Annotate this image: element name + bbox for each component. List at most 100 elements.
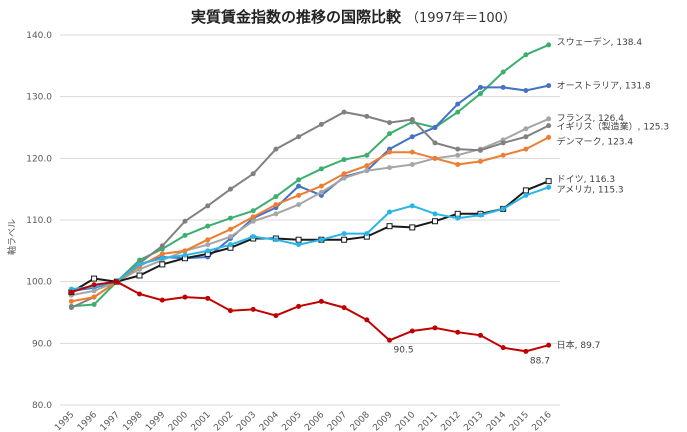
data-point	[250, 218, 256, 224]
data-point	[296, 134, 302, 140]
data-point	[409, 162, 415, 167]
data-point	[387, 149, 393, 155]
data-point	[364, 231, 370, 237]
data-point	[91, 282, 97, 288]
series-end-label: アメリカ, 115.3	[557, 184, 624, 195]
data-point	[182, 232, 188, 238]
data-point	[523, 192, 529, 198]
data-point	[227, 308, 233, 314]
data-point	[477, 91, 483, 97]
series-ドイツ	[68, 178, 552, 296]
data-point	[250, 208, 256, 214]
data-point	[68, 289, 74, 295]
series-end-label: スウェーデン, 138.4	[557, 36, 643, 48]
data-point	[409, 134, 415, 140]
series-フランス	[68, 116, 552, 298]
data-point	[91, 275, 98, 282]
x-axis-ticks: 1995 1996 1997 1998 1999 2000 2001 2002 2003 2004…	[53, 410, 554, 432]
data-point	[477, 212, 483, 218]
data-point	[296, 183, 302, 189]
data-point	[68, 305, 74, 311]
data-point	[341, 236, 348, 243]
x-tick-label: 2000	[167, 410, 190, 432]
series-end-label: イギリス（製造業）, 125.3	[557, 121, 670, 133]
series-line	[70, 180, 549, 294]
data-point	[182, 248, 188, 254]
data-point	[205, 203, 211, 209]
data-point	[455, 109, 461, 115]
data-point	[296, 202, 302, 208]
data-point	[318, 183, 324, 189]
data-point	[477, 158, 483, 164]
data-point	[159, 297, 165, 303]
data-point	[273, 211, 279, 217]
series-end-label: デンマーク, 123.4	[557, 135, 634, 147]
data-point	[250, 234, 256, 240]
series-end-label: フランス, 126.4	[557, 113, 625, 124]
data-point	[387, 209, 393, 215]
data-point	[409, 224, 416, 231]
x-tick-label: 2011	[417, 410, 440, 432]
series-line	[71, 280, 549, 353]
data-point	[523, 88, 529, 93]
data-point	[205, 242, 211, 248]
data-point	[455, 146, 461, 152]
data-point	[318, 298, 324, 304]
data-point	[205, 223, 211, 229]
chart-subtitle: （1997年＝100）	[406, 11, 516, 26]
data-point	[273, 202, 279, 208]
x-tick-label: 2013	[462, 410, 485, 432]
data-point	[386, 223, 393, 230]
x-tick-label: 2005	[280, 410, 303, 432]
data-point	[227, 215, 233, 221]
data-point	[318, 237, 324, 243]
annotation-label: 88.7	[530, 356, 550, 366]
data-point	[432, 211, 438, 217]
data-point	[364, 152, 370, 158]
data-point	[341, 157, 347, 163]
series-アメリカ	[68, 184, 552, 292]
data-point	[387, 120, 393, 126]
x-tick-label: 2012	[440, 410, 463, 432]
data-point	[318, 121, 324, 127]
x-tick-label: 2004	[258, 410, 281, 432]
x-tick-label: 2003	[235, 410, 258, 432]
y-tick-label: 100.0	[26, 278, 52, 288]
series-end-label: オーストラリア, 131.8	[557, 81, 651, 92]
data-point	[341, 109, 347, 115]
data-point	[432, 140, 438, 146]
y-tick-label: 90.0	[32, 339, 52, 349]
data-point	[455, 101, 461, 107]
data-point	[159, 243, 165, 249]
data-point	[136, 272, 143, 279]
y-axis-ticks: 140.0 130.0 120.0 110.0 100.0 90.0 80.0	[26, 31, 52, 411]
data-point	[296, 192, 302, 198]
y-tick-label: 80.0	[32, 401, 52, 411]
data-point	[114, 279, 120, 285]
data-point	[68, 298, 74, 304]
x-tick-label: 2006	[303, 410, 326, 432]
data-point	[523, 348, 529, 354]
data-point	[409, 203, 415, 209]
data-point	[341, 231, 347, 237]
x-tick-label: 2008	[349, 410, 372, 432]
data-point	[455, 215, 461, 221]
data-point	[273, 146, 279, 152]
data-point	[546, 134, 552, 140]
x-tick-label: 2014	[485, 410, 508, 432]
data-point	[387, 131, 393, 137]
x-tick-label: 1998	[121, 410, 144, 432]
data-point	[295, 236, 302, 243]
series-デンマーク	[68, 134, 552, 304]
data-point	[432, 155, 438, 161]
data-point	[296, 177, 302, 183]
data-point	[364, 168, 370, 174]
data-point	[182, 252, 188, 258]
data-point	[250, 171, 256, 177]
series-日本	[68, 279, 552, 354]
data-point	[455, 162, 461, 167]
data-point	[455, 152, 461, 158]
data-point	[273, 194, 279, 200]
data-point	[455, 329, 461, 335]
x-tick-label: 2009	[371, 410, 394, 432]
